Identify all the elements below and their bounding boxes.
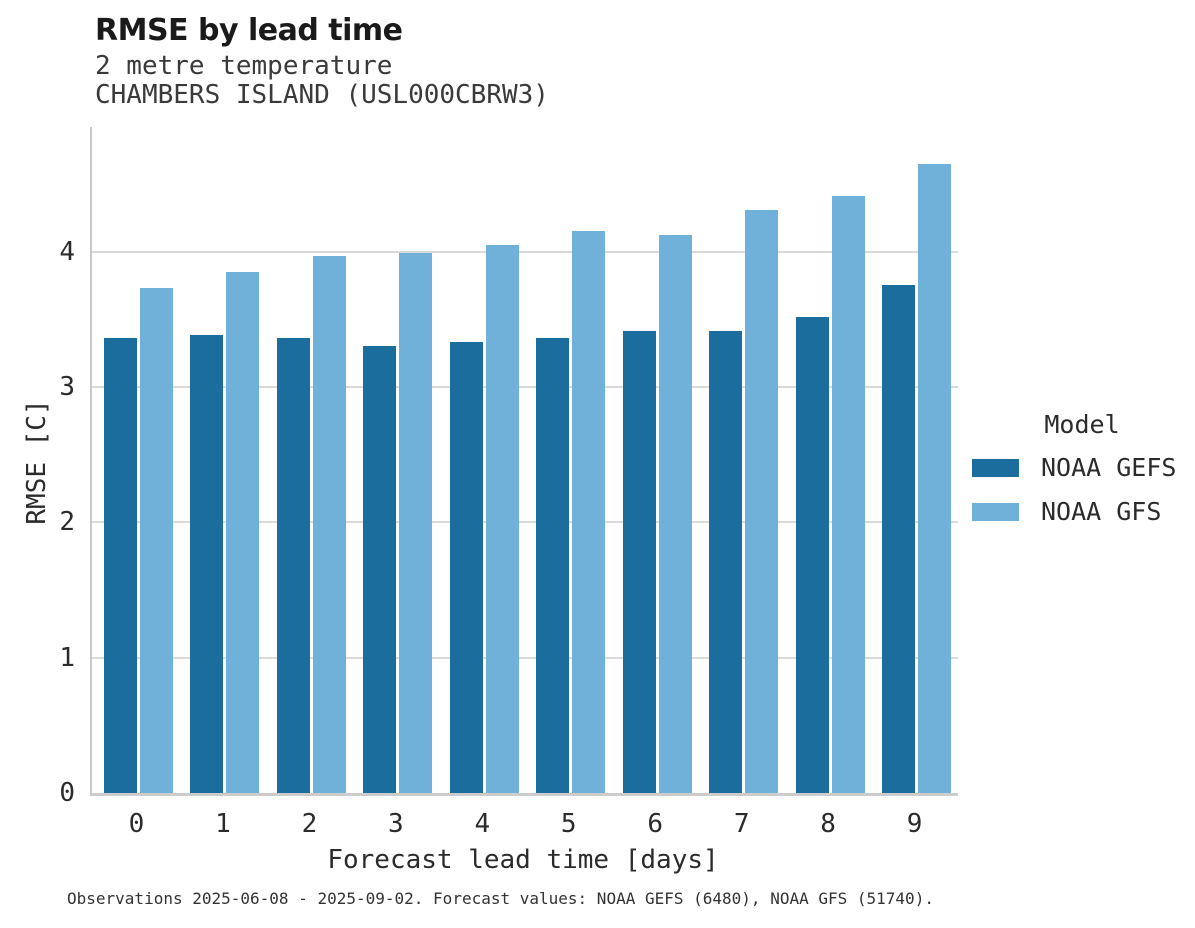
bar-noaa-gefs-lead-2 — [276, 338, 310, 793]
bar-noaa-gefs-lead-9 — [882, 285, 916, 793]
x-tick-label-5: 5 — [560, 809, 577, 839]
footer-caption: Observations 2025-06-08 - 2025-09-02. Fo… — [67, 889, 934, 908]
legend-entry-noaa-gefs: NOAA GEFS — [972, 453, 1192, 482]
gridline-y-2 — [92, 521, 958, 524]
x-tick-label-0: 0 — [128, 809, 145, 839]
chart-title: RMSE by lead time — [95, 13, 403, 48]
bar-noaa-gfs-lead-4 — [485, 245, 519, 793]
bar-noaa-gefs-lead-7 — [709, 331, 743, 793]
bar-noaa-gefs-lead-6 — [622, 331, 656, 793]
x-tick-label-7: 7 — [733, 809, 750, 839]
bar-noaa-gfs-lead-2 — [312, 256, 346, 793]
x-tick-label-9: 9 — [906, 809, 923, 839]
bar-noaa-gfs-lead-6 — [658, 235, 692, 793]
chart-subtitle-variable: 2 metre temperature — [95, 51, 393, 81]
bar-noaa-gefs-lead-3 — [363, 346, 397, 793]
bar-noaa-gefs-lead-8 — [795, 317, 829, 793]
y-tick-label-0: 0 — [59, 778, 75, 808]
bar-noaa-gfs-lead-1 — [226, 272, 260, 793]
y-tick-label-2: 2 — [59, 507, 75, 538]
y-tick-label-3: 3 — [59, 371, 75, 402]
y-tick-label-4: 4 — [59, 236, 75, 267]
bar-noaa-gefs-lead-1 — [190, 335, 224, 793]
x-tick-label-6: 6 — [647, 809, 664, 839]
legend-label-noaa-gfs: NOAA GFS — [1041, 497, 1162, 526]
legend-title: Model — [1044, 410, 1120, 439]
x-tick-label-3: 3 — [388, 809, 404, 839]
legend-swatch-noaa-gfs — [972, 502, 1019, 521]
y-axis-label: RMSE [C] — [22, 399, 52, 525]
bar-noaa-gfs-lead-0 — [140, 288, 173, 793]
gridline-y-4 — [92, 250, 958, 253]
legend-swatch-noaa-gefs — [972, 458, 1019, 477]
bar-noaa-gefs-lead-0 — [104, 338, 137, 793]
bar-noaa-gefs-lead-4 — [449, 342, 483, 793]
x-tick-label-8: 8 — [820, 809, 836, 839]
bar-noaa-gfs-lead-8 — [831, 196, 865, 793]
y-tick-label-1: 1 — [59, 642, 75, 673]
plot-area — [90, 127, 958, 796]
bar-noaa-gefs-lead-5 — [536, 338, 570, 793]
bar-noaa-gfs-lead-9 — [918, 164, 952, 793]
bar-noaa-gfs-lead-5 — [572, 231, 606, 793]
legend-label-noaa-gefs: NOAA GEFS — [1041, 453, 1177, 482]
legend-entry-noaa-gfs: NOAA GFS — [972, 497, 1192, 526]
x-tick-label-2: 2 — [301, 809, 318, 839]
legend: Model NOAA GEFS NOAA GFS — [972, 410, 1192, 541]
gridline-y-3 — [92, 385, 958, 388]
bar-noaa-gfs-lead-3 — [399, 253, 433, 793]
x-tick-label-1: 1 — [215, 809, 231, 839]
bar-noaa-gfs-lead-7 — [745, 210, 779, 793]
x-tick-label-4: 4 — [474, 809, 491, 839]
gridline-y-1 — [92, 656, 958, 659]
chart-subtitle-station: CHAMBERS ISLAND (USL000CBRW3) — [95, 80, 549, 110]
x-axis-label: Forecast lead time [days] — [327, 845, 719, 875]
